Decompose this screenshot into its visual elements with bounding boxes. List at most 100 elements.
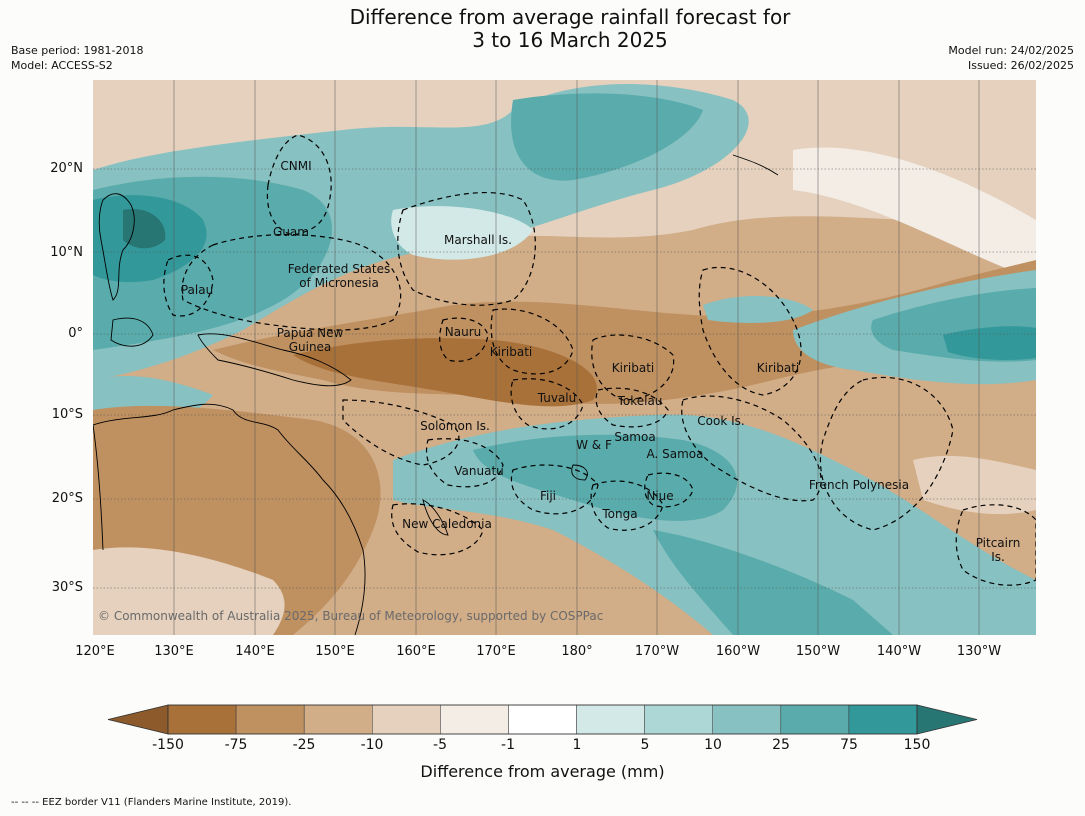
lon-label-140e: 140°E [235, 644, 275, 659]
colorbar-title: Difference from average (mm) [420, 762, 665, 781]
colorbar-segment [712, 704, 782, 735]
label-png-line2: Guinea [288, 340, 332, 354]
label-tuvalu: Tuvalu [537, 391, 577, 405]
label-png: Papua New Guinea [277, 326, 344, 354]
lon-label-170w: 170°W [634, 644, 680, 659]
label-wallis-futuna: W & F [576, 438, 612, 452]
lat-label-10n: 10°N [50, 245, 83, 260]
label-fsm: Federated States of Micronesia [288, 262, 390, 290]
label-samoa: Samoa [614, 430, 656, 444]
central-north-wet [511, 93, 703, 181]
eez-vanuatu [426, 438, 504, 488]
colorbar-segments [107, 704, 978, 735]
label-marshall: Marshall Is. [444, 233, 512, 247]
meta-right: Model run: 24/02/2025 Issued: 26/02/2025 [948, 43, 1074, 73]
lon-label-160e: 160°E [396, 644, 436, 659]
label-pitcairn-line1: Pitcairn [975, 536, 1021, 550]
label-tokelau: Tokelau [617, 394, 663, 408]
eez-nauru [439, 317, 489, 362]
eez-fsm [181, 233, 402, 331]
eez-tuvalu [510, 378, 584, 430]
philippines-coast [98, 193, 135, 301]
eez-french-polynesia [819, 376, 954, 531]
lon-label-120e: 120°E [75, 644, 115, 659]
eez-fiji [510, 464, 599, 515]
lat-label-20n: 20°N [50, 161, 83, 176]
label-kiribati-central: Kiribati [611, 361, 655, 375]
eez-cnmi-guam [266, 134, 332, 236]
coastlines [93, 154, 779, 635]
colorbar-frame [167, 704, 918, 735]
ne-pale-area [733, 80, 1036, 200]
eez-solomon [342, 399, 460, 466]
colorbar-tick-label: 25 [772, 737, 790, 753]
kiribati-wet-patch [703, 295, 813, 323]
label-vanuatu: Vanuatu [454, 464, 504, 478]
lon-label-140w: 140°W [876, 644, 922, 659]
title-line-2: 3 to 16 March 2025 [472, 28, 668, 52]
lon-label-130e: 130°E [154, 644, 194, 659]
label-pitcairn: Pitcairn Is. [976, 536, 1021, 564]
colorbar-tick-label: -75 [224, 737, 248, 753]
colorbar-segment [440, 704, 509, 735]
hawaii-chain [732, 154, 779, 176]
eez-kiribati-west [490, 308, 574, 375]
colorbar-segment [235, 704, 305, 735]
colorbar-tick-label: -25 [292, 737, 316, 753]
lon-label-150w: 150°W [795, 644, 841, 659]
colorbar-tick-label: 150 [903, 737, 931, 753]
eez-pitcairn [955, 504, 1036, 586]
colorbar-segment [372, 704, 441, 735]
label-palau: Palau [180, 283, 214, 297]
label-cnmi: CNMI [280, 159, 312, 173]
rainfall-map [93, 80, 1036, 635]
colorbar [107, 704, 978, 735]
eez-marshall [397, 191, 536, 306]
eez-tokelau [595, 387, 669, 428]
eez-tonga [590, 480, 664, 531]
colorbar-extend-low [107, 704, 169, 735]
colorbar-segment [167, 704, 237, 735]
eez-footnote: -- -- -- EEZ border V11 (Flanders Marine… [11, 797, 292, 808]
label-kiribati-west: Kiribati [489, 345, 533, 359]
colorbar-tick-label: 10 [704, 737, 722, 753]
eez-niue [644, 472, 694, 508]
lat-label-30s: 30°S [51, 580, 83, 595]
meta-left: Base period: 1981-2018 Model: ACCESS-S2 [11, 43, 143, 73]
australia-coast [93, 403, 366, 635]
southwest-pale [93, 547, 285, 635]
colorbar-tick-label: 5 [640, 737, 650, 753]
australia-west-coast [93, 424, 104, 551]
fiji-coast [571, 464, 588, 481]
lon-label-130w: 130°W [956, 644, 1002, 659]
lon-label-180: 180° [561, 644, 593, 659]
label-fsm-line1: Federated States [287, 262, 391, 276]
eez-kiribati-east [698, 266, 802, 396]
colorbar-tick-label: 1 [572, 737, 582, 753]
colorbar-segment [303, 704, 373, 735]
base-period: Base period: 1981-2018 [11, 44, 144, 57]
eez-borders [163, 134, 1036, 586]
label-new-caledonia: New Caledonia [402, 517, 492, 531]
meridians [173, 80, 980, 635]
eez-palau [163, 254, 214, 317]
map-title: Difference from average rainfall forecas… [0, 6, 1085, 52]
label-solomon: Solomon Is. [420, 419, 490, 433]
colorbar-tick-label: -10 [360, 737, 384, 753]
model-name: Model: ACCESS-S2 [11, 59, 113, 72]
colorbar-tick-label: -5 [433, 737, 447, 753]
label-niue: Niue [646, 489, 674, 503]
lon-label-150e: 150°E [315, 644, 355, 659]
sulawesi-coast [110, 317, 154, 347]
spcz-wet-core [473, 434, 738, 521]
colorbar-segment [576, 704, 645, 735]
ne-neutral-area [793, 147, 1036, 280]
map-canvas [93, 80, 1036, 635]
french-polynesia-pale [913, 455, 1036, 515]
marshall-pale-wet [391, 206, 533, 260]
philippines-wettest [123, 209, 166, 249]
label-french-polynesia: French Polynesia [808, 478, 910, 492]
label-fiji: Fiji [539, 489, 557, 503]
colorbar-segment [508, 704, 577, 735]
eez-new-caledonia [391, 503, 484, 556]
